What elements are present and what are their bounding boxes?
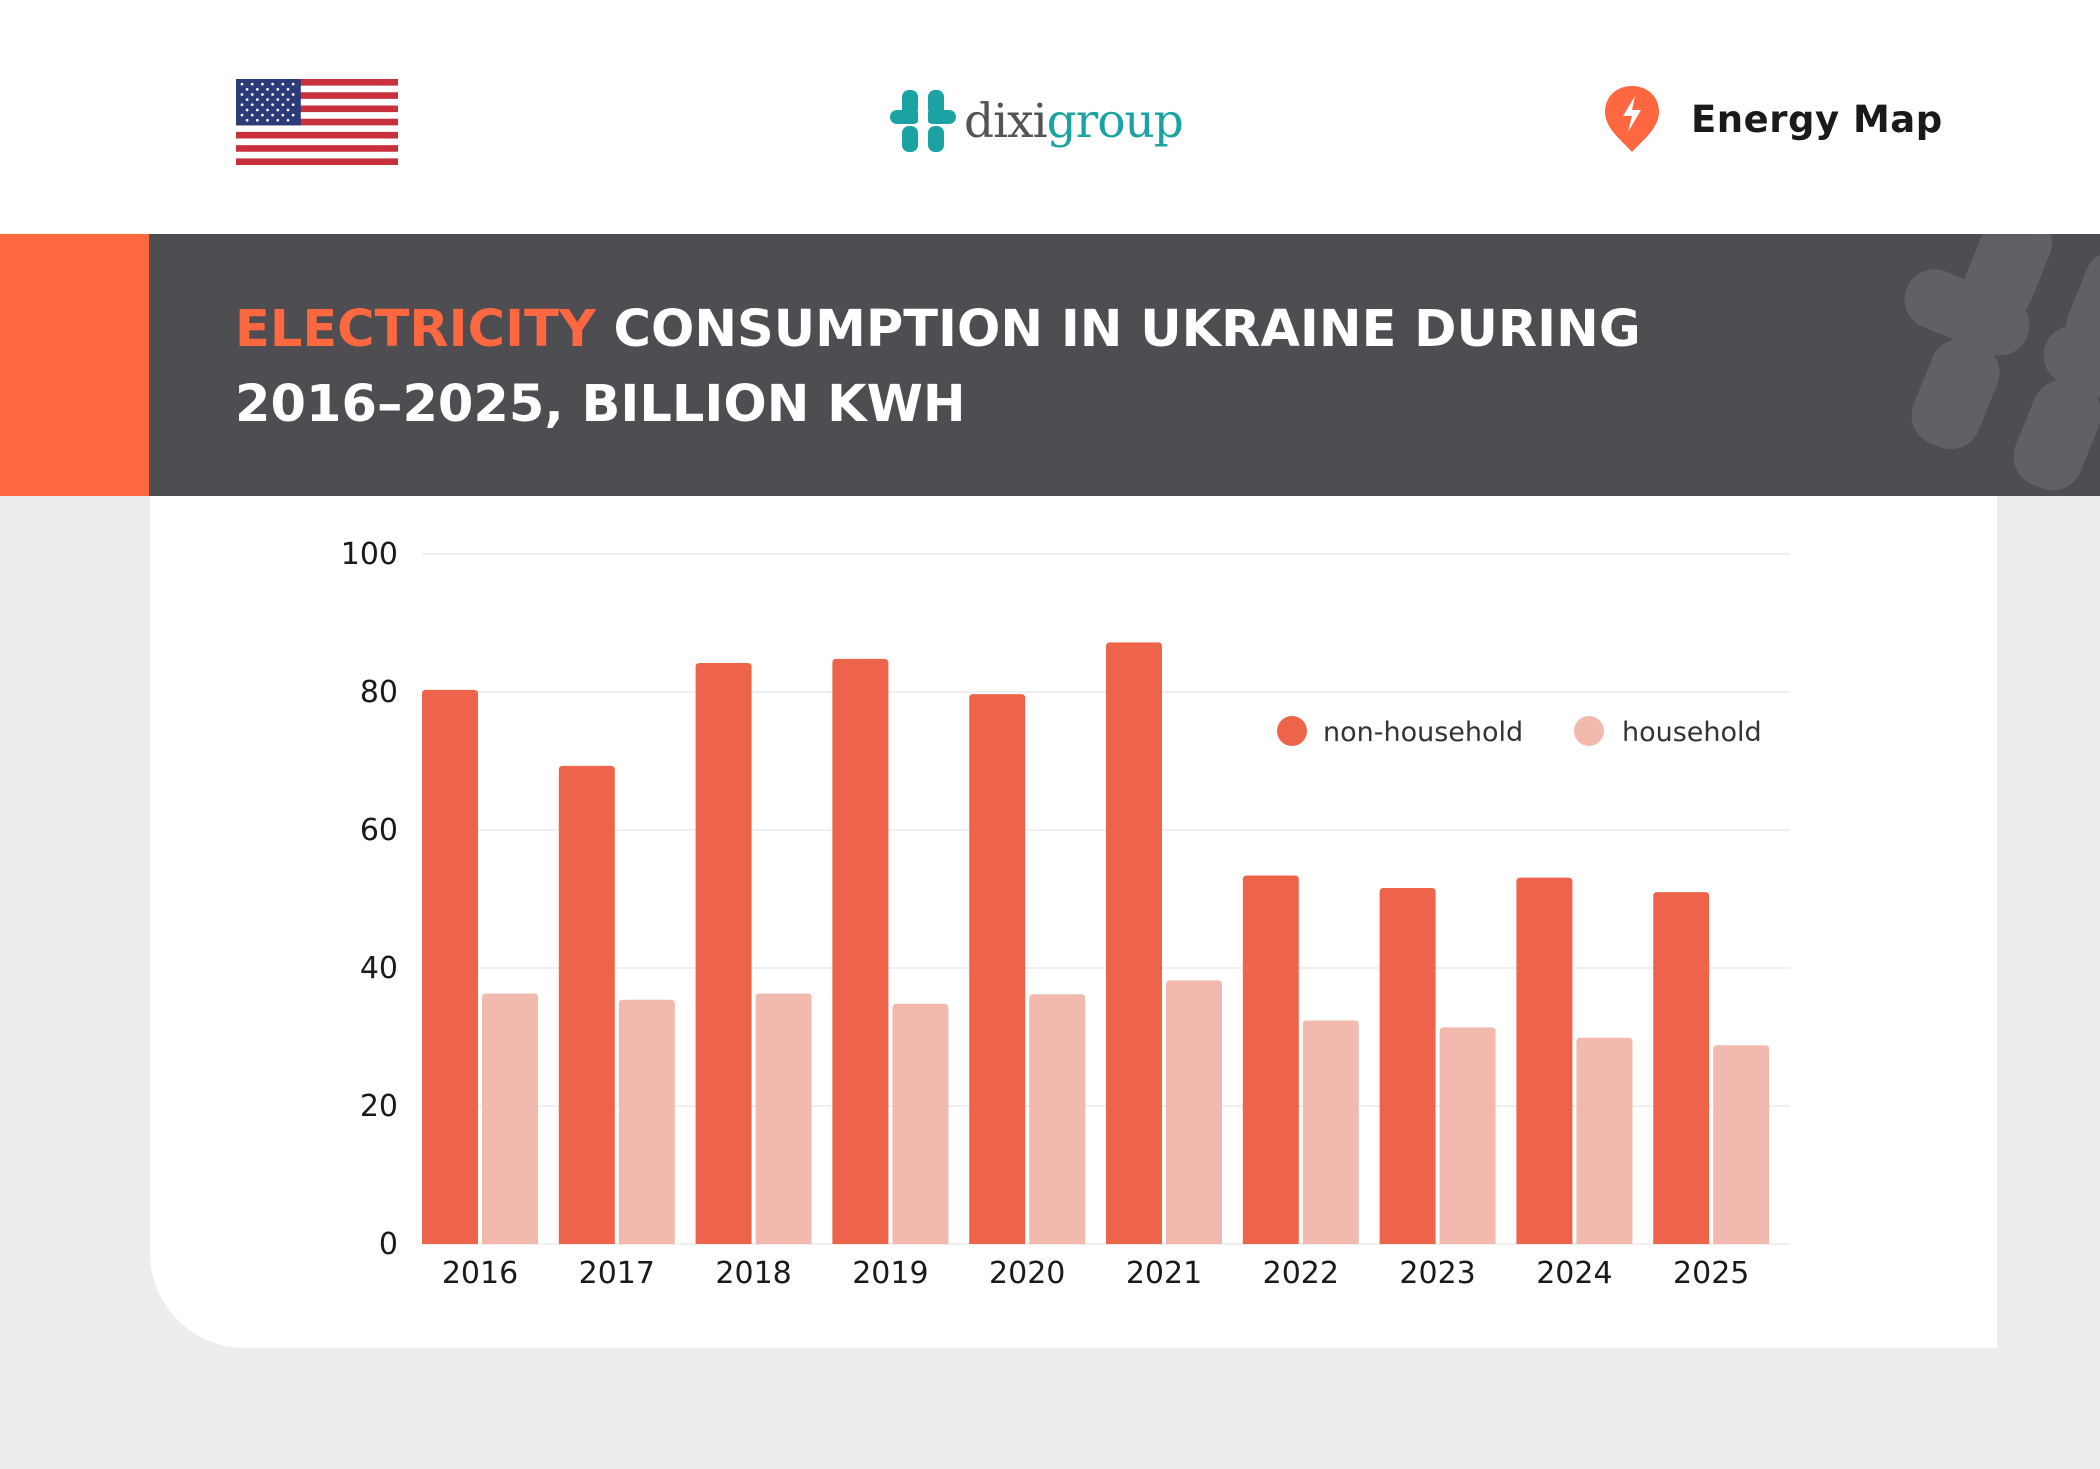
bar-household	[1439, 1027, 1496, 1244]
bar-non-household	[695, 663, 752, 1244]
bar-non-household	[1379, 887, 1436, 1244]
bar-non-household	[832, 658, 889, 1244]
chart-title-rest: CONSUMPTION IN UKRAINE DURING 2016–2025,…	[235, 300, 1641, 434]
bar-household	[755, 993, 812, 1244]
x-tick-label: 2019	[852, 1256, 928, 1291]
chart-legend: non-household household	[1277, 716, 1762, 748]
chart-title: ELECTRICITY CONSUMPTION IN UKRAINE DURIN…	[235, 292, 1795, 442]
legend-label-non-household: non-household	[1323, 717, 1523, 748]
bar-non-household	[1653, 892, 1710, 1244]
bar-non-household	[1242, 875, 1299, 1244]
us-flag-icon	[236, 79, 398, 165]
y-tick-label: 20	[360, 1089, 398, 1124]
brand-name: dixigroup	[964, 98, 1184, 145]
bars	[422, 642, 1770, 1244]
title-band: ELECTRICITY CONSUMPTION IN UKRAINE DURIN…	[149, 234, 2100, 496]
bar-household	[1576, 1037, 1633, 1244]
chart-title-highlight: ELECTRICITY	[235, 300, 596, 359]
bar-non-household	[1516, 877, 1573, 1244]
brand-name-part-a: dixi	[964, 93, 1048, 149]
bar-non-household	[1106, 642, 1162, 1244]
bar-household	[1713, 1045, 1770, 1244]
y-tick-label: 80	[360, 675, 398, 710]
bar-household	[1302, 1020, 1359, 1244]
x-tick-label: 2018	[715, 1256, 791, 1291]
x-tick-label: 2017	[579, 1256, 655, 1291]
bar-household	[618, 999, 675, 1244]
x-axis-ticks: 2016 2017 2018 2019 2020 2021 2022 2023 2024 2025	[442, 1256, 1750, 1291]
x-tick-label: 2023	[1399, 1256, 1475, 1291]
bar-non-household	[422, 689, 478, 1244]
bar-household	[482, 993, 538, 1244]
bar-non-household	[558, 765, 615, 1244]
x-tick-label: 2016	[442, 1256, 518, 1291]
bar-non-household	[969, 694, 1026, 1244]
y-axis-ticks: 0 20 40 60 80 100	[341, 537, 398, 1262]
legend-marker-household	[1574, 716, 1604, 746]
brand-name-part-b: group	[1046, 93, 1184, 149]
energy-map-pin-icon	[1605, 86, 1659, 152]
bar-household	[1166, 980, 1222, 1244]
x-tick-label: 2020	[989, 1256, 1065, 1291]
bar-household	[892, 1003, 949, 1244]
energy-map-logo: Energy Map	[1603, 84, 1943, 154]
title-accent-bar	[0, 234, 149, 496]
dixigroup-logo: dixigroup	[888, 88, 1184, 154]
y-tick-label: 0	[379, 1227, 398, 1262]
y-tick-label: 100	[341, 537, 398, 572]
y-tick-label: 60	[360, 813, 398, 848]
y-tick-label: 40	[360, 951, 398, 986]
x-tick-label: 2022	[1263, 1256, 1339, 1291]
energy-map-label: Energy Map	[1691, 97, 1943, 141]
x-tick-label: 2024	[1536, 1256, 1612, 1291]
x-tick-label: 2021	[1126, 1256, 1202, 1291]
legend-marker-non-household	[1277, 716, 1307, 746]
legend-label-household: household	[1622, 717, 1762, 748]
x-tick-label: 2025	[1673, 1256, 1749, 1291]
dixigroup-logo-icon	[890, 90, 956, 152]
logo-watermark-icon	[1904, 234, 2100, 491]
bar-household	[1029, 994, 1086, 1244]
